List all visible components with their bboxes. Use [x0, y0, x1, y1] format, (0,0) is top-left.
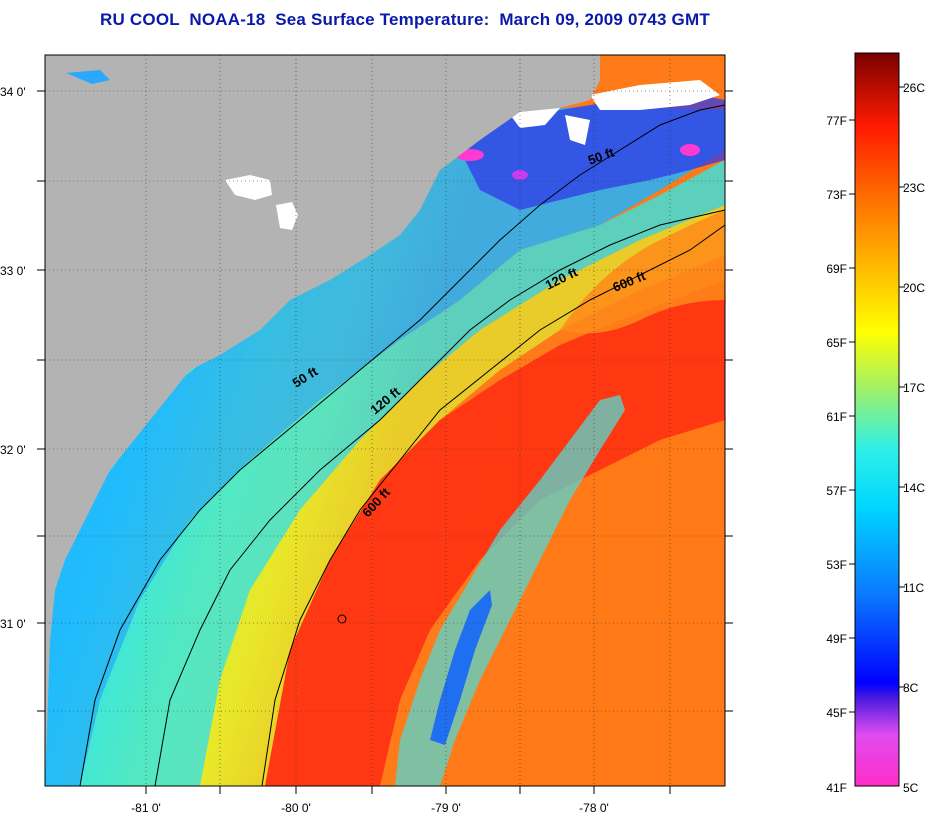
cb-f-61: 61F: [826, 410, 847, 424]
cool-filament-core: [430, 590, 492, 745]
cb-c-14: 14C: [903, 481, 925, 495]
cloud-mask-3: [565, 115, 590, 145]
cb-f-53: 53F: [826, 558, 847, 572]
map-title: RU COOL NOAA-18 Sea Surface Temperature:…: [100, 10, 710, 29]
cb-f-57: 57F: [826, 484, 847, 498]
cloud-mask-2: [590, 80, 720, 110]
plot-frame: [44, 54, 726, 787]
graticule: [45, 55, 725, 786]
inland-cloud-patch: [225, 175, 272, 200]
axis-ticks: [37, 90, 733, 794]
inland-cloud-patch-2: [276, 202, 298, 230]
small-lake: [66, 70, 110, 84]
cb-c-11: 11C: [903, 581, 924, 595]
colorbar-gradient: [854, 52, 900, 787]
midshelf-cyan-water: [80, 160, 725, 786]
cb-f-77: 77F: [826, 114, 847, 128]
cb-f-69: 69F: [826, 262, 847, 276]
colorbar: 77F 73F 69F 65F 61F 57F 53F 49F 45F 41F …: [826, 52, 925, 795]
offshore-orange-water: [560, 210, 725, 334]
contour-600ft: [261, 224, 725, 786]
cb-f-73: 73F: [826, 188, 847, 202]
colorbar-ticks: [849, 86, 905, 713]
lat-label-33: 33 0': [0, 264, 26, 278]
cb-f-41: 41F: [826, 781, 847, 795]
lon-label-81: -81 0': [131, 801, 161, 815]
plot-area: 50 ft 50 ft 120 ft 120 ft 600 ft 600 ft: [45, 55, 725, 786]
cb-c-5: 5C: [903, 781, 919, 795]
lat-label-31: 31 0': [0, 617, 26, 631]
cb-c-20: 20C: [903, 281, 925, 295]
lat-label-32: 32 0': [0, 443, 26, 457]
cb-c-8: 8C: [903, 681, 919, 695]
land-mass: [45, 55, 600, 786]
lon-label-79: -79 0': [431, 801, 461, 815]
cb-f-49: 49F: [826, 632, 847, 646]
cb-c-17: 17C: [903, 381, 925, 395]
lon-label-78: -78 0': [579, 801, 609, 815]
magenta-patch-east: [680, 144, 700, 156]
contour-120ft: [154, 209, 725, 786]
lat-label-34: 34 0': [0, 85, 26, 99]
cb-f-65: 65F: [826, 336, 847, 350]
cb-c-26: 26C: [903, 81, 925, 95]
cb-f-45: 45F: [826, 706, 847, 720]
cb-c-23: 23C: [903, 181, 925, 195]
contour-50ft: [79, 104, 725, 786]
lon-label-80: -80 0': [281, 801, 311, 815]
